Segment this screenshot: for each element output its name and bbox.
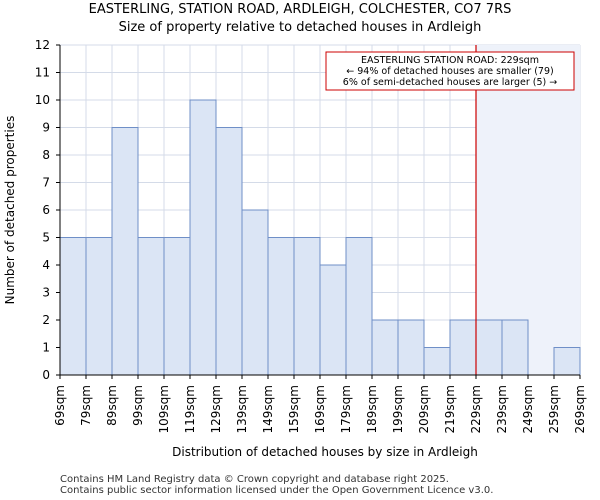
bar [189, 99, 217, 376]
chart-title: EASTERLING, STATION ROAD, ARDLEIGH, COLC… [88, 2, 512, 17]
bar [163, 237, 191, 376]
footer-line-1: Contains HM Land Registry data © Crown c… [60, 474, 449, 485]
x-tick-label: 169sqm [313, 385, 327, 433]
annotation-frame [325, 51, 575, 91]
bar [59, 237, 87, 376]
y-tick-label: 9 [42, 121, 50, 135]
x-tick-label: 219sqm [443, 385, 457, 433]
y-tick-label: 12 [35, 38, 50, 52]
y-tick-label: 8 [42, 148, 50, 162]
x-ticks: 69sqm 79sqm 89sqm 99sqm 109sqm 119sqm 129sqm 13… [53, 375, 587, 433]
x-tick-label: 229sqm [469, 385, 483, 433]
bar [319, 264, 347, 376]
bar [111, 127, 139, 376]
annotation-line-1: EASTERLING STATION ROAD: 229sqm [361, 55, 539, 66]
bar [137, 237, 165, 376]
bar [267, 237, 295, 376]
bar [215, 127, 243, 376]
y-tick-label: 5 [42, 231, 50, 245]
x-tick-label: 189sqm [365, 385, 379, 433]
annotation-line-3: 6% of semi-detached houses are larger (5… [343, 77, 557, 88]
y-tick-label: 10 [35, 93, 50, 107]
x-tick-label: 129sqm [209, 385, 223, 433]
bar [371, 319, 399, 376]
x-tick-label: 259sqm [547, 385, 561, 433]
x-tick-label: 159sqm [287, 385, 301, 433]
bar [293, 237, 321, 376]
y-tick-label: 4 [42, 258, 50, 272]
x-tick-label: 119sqm [183, 385, 197, 433]
bar [423, 347, 451, 376]
bar [345, 237, 373, 376]
bar [85, 237, 113, 376]
y-tick-label: 11 [35, 66, 50, 80]
y-tick-label: 2 [42, 313, 50, 327]
x-tick-label: 89sqm [105, 385, 119, 426]
annotation-box: EASTERLING STATION ROAD: 229sqm← 94% of … [325, 51, 575, 91]
x-axis-label: Distribution of detached houses by size … [172, 445, 478, 459]
y-tick-label: 7 [42, 176, 50, 190]
x-tick-label: 209sqm [417, 385, 431, 433]
x-tick-label: 199sqm [391, 385, 405, 433]
x-tick-label: 69sqm [53, 385, 67, 426]
x-tick-label: 249sqm [521, 385, 535, 433]
x-tick-label: 79sqm [79, 385, 93, 426]
bar [553, 347, 581, 376]
y-axis-label: Number of detached properties [3, 116, 17, 305]
bars [59, 99, 581, 376]
chart-subtitle: Size of property relative to detached ho… [118, 20, 482, 35]
bar [449, 319, 477, 376]
bar [241, 209, 269, 376]
annotation-line-2: ← 94% of detached houses are smaller (79… [346, 66, 553, 77]
x-tick-label: 109sqm [157, 385, 171, 433]
x-tick-label: 149sqm [261, 385, 275, 433]
y-tick-label: 6 [42, 203, 50, 217]
bar [501, 319, 529, 376]
x-tick-label: 269sqm [573, 385, 587, 433]
y-tick-label: 0 [42, 368, 50, 382]
bar [475, 319, 503, 376]
x-tick-label: 239sqm [495, 385, 509, 433]
x-tick-label: 179sqm [339, 385, 353, 433]
bar [397, 319, 425, 376]
x-tick-label: 139sqm [235, 385, 249, 433]
y-tick-label: 3 [42, 286, 50, 300]
y-tick-label: 1 [42, 341, 50, 355]
x-tick-label: 99sqm [131, 385, 145, 426]
footer-line-2: Contains public sector information licen… [60, 485, 494, 496]
